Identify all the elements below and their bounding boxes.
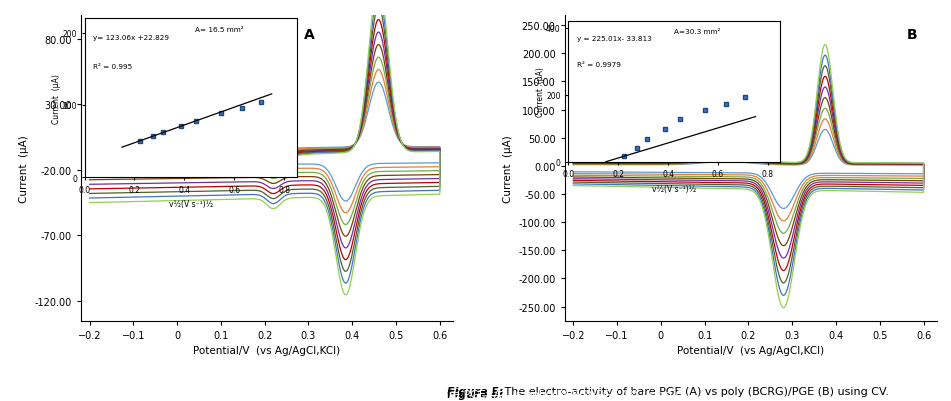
Text: B: B xyxy=(907,28,918,42)
Y-axis label: Current  (μA): Current (μA) xyxy=(503,135,513,202)
X-axis label: Potential/V  (vs Ag/AgCl,KCl): Potential/V (vs Ag/AgCl,KCl) xyxy=(677,345,825,355)
Text: A: A xyxy=(304,28,315,42)
Text: Figure 5:: Figure 5: xyxy=(447,386,504,396)
Y-axis label: Current  (μA): Current (μA) xyxy=(19,135,29,202)
X-axis label: Potential/V  (vs Ag/AgCl,KCl): Potential/V (vs Ag/AgCl,KCl) xyxy=(193,345,340,355)
Text: The electro-activity of bare PGE (A) vs poly (BCRG)/PGE (B) using CV.: The electro-activity of bare PGE (A) vs … xyxy=(501,386,889,396)
Text: Figure 5:: Figure 5: xyxy=(447,389,504,399)
Text: Figure 5: The electro-activity of bare PGE (A) vs poly (BCRG)/PGE (B) using CV.: Figure 5: The electro-activity of bare P… xyxy=(258,389,693,399)
